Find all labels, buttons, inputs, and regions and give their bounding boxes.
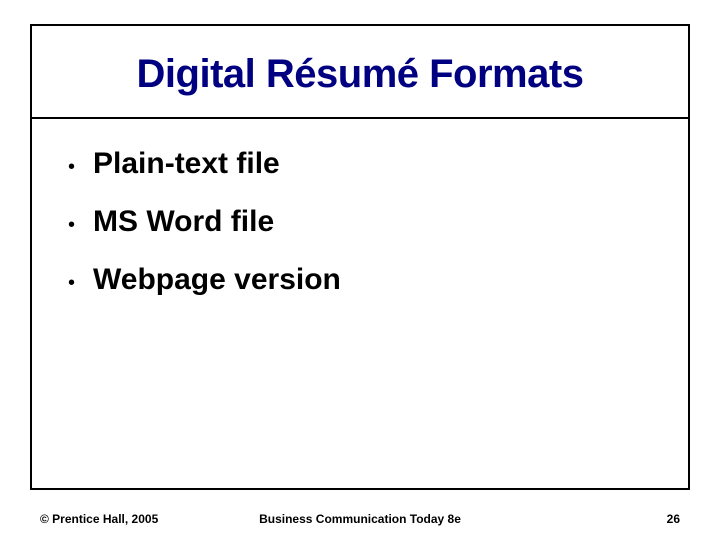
title-area: Digital Résumé Formats xyxy=(32,26,688,119)
list-item: • MS Word file xyxy=(62,205,658,239)
slide-title: Digital Résumé Formats xyxy=(52,52,668,97)
bullet-text: MS Word file xyxy=(93,205,274,239)
list-item: • Webpage version xyxy=(62,263,658,297)
slide-frame: Digital Résumé Formats • Plain-text file… xyxy=(30,24,690,490)
bullet-icon: • xyxy=(68,273,75,293)
content-area: • Plain-text file • MS Word file • Webpa… xyxy=(32,119,688,341)
footer-page-number: 26 xyxy=(667,512,680,526)
footer-title: Business Communication Today 8e xyxy=(259,512,461,526)
bullet-icon: • xyxy=(68,215,75,235)
bullet-icon: • xyxy=(68,157,75,177)
bullet-text: Plain-text file xyxy=(93,147,280,181)
list-item: • Plain-text file xyxy=(62,147,658,181)
bullet-text: Webpage version xyxy=(93,263,341,297)
footer-copyright: © Prentice Hall, 2005 xyxy=(40,512,158,526)
slide-footer: © Prentice Hall, 2005 Business Communica… xyxy=(40,512,680,526)
